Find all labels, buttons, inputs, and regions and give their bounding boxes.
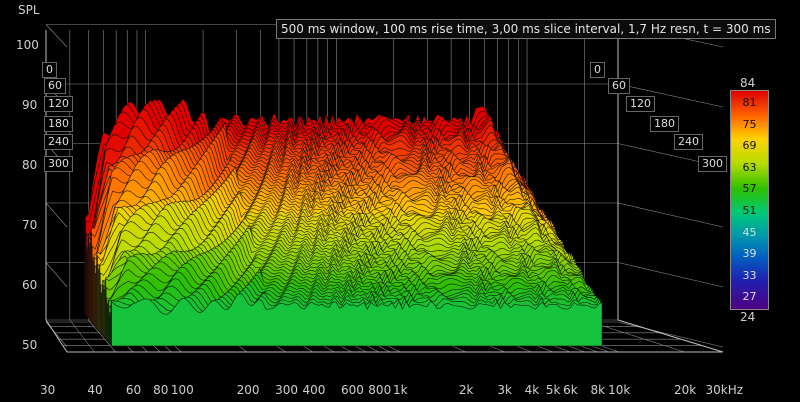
- colorbar-top-label: 84: [740, 76, 756, 90]
- x-tick-label: 60: [125, 383, 142, 397]
- y-tick-label: 50: [22, 338, 38, 352]
- time-tick-left: 300: [44, 156, 73, 172]
- time-tick-left: 0: [42, 62, 57, 78]
- freq-floor-line: [69, 319, 95, 353]
- spl-side-line: [617, 262, 724, 288]
- x-tick-label: 40: [87, 383, 103, 397]
- time-tick-left: 60: [44, 78, 66, 94]
- time-tick-left: 180: [44, 116, 73, 132]
- colorbar-tick-label: 27: [742, 290, 757, 304]
- spl-side-line: [45, 262, 68, 288]
- spl-side-line: [45, 202, 68, 228]
- spl-side-line: [617, 202, 724, 228]
- y-tick-label: 100: [16, 38, 39, 52]
- x-tick-label: 300: [275, 383, 299, 397]
- colorbar-tick-label: 63: [742, 160, 757, 174]
- x-tick-label: 30kHz: [705, 383, 744, 397]
- colorbar-tick-label: 81: [742, 96, 757, 109]
- time-tick-right: 0: [590, 62, 605, 78]
- settings-label: 500 ms window, 100 ms rise time, 3,00 ms…: [276, 19, 776, 39]
- y-axis-title: SPL: [18, 3, 40, 17]
- spl-side-line: [45, 321, 68, 348]
- x-tick-label: 600: [340, 383, 364, 397]
- x-tick-label: 800: [368, 383, 392, 397]
- colorbar-tick-label: 75: [742, 117, 757, 131]
- x-tick-label: 8k: [590, 383, 606, 397]
- spl-side-line: [617, 321, 724, 348]
- color-scale-bar: 81 75 69 63 57 51 45 39 33 27: [730, 90, 769, 310]
- x-tick-label: 400: [302, 383, 326, 397]
- time-tick-right: 180: [650, 116, 679, 132]
- x-tick-label: 100: [170, 383, 194, 397]
- time-tick-left: 240: [44, 134, 73, 150]
- x-tick-label: 80: [153, 383, 169, 397]
- waterfall-slice: [111, 293, 603, 347]
- spl-side-line: [617, 83, 724, 108]
- y-tick-label: 60: [22, 278, 38, 292]
- colorbar-tick-label: 51: [742, 204, 757, 217]
- spl-side-line: [45, 24, 68, 48]
- x-tick-label: 30: [40, 383, 56, 397]
- x-tick-label: 5k: [545, 383, 561, 397]
- time-tick-left: 120: [44, 96, 73, 112]
- colorbar-tick-label: 39: [742, 247, 757, 261]
- x-tick-label: 200: [236, 383, 260, 397]
- time-tick-right: 300: [698, 156, 727, 172]
- x-tick-label: 3k: [497, 383, 512, 397]
- time-tick-right: 240: [674, 134, 703, 150]
- time-tick-right: 120: [626, 96, 655, 112]
- right-axis-edge: [617, 30, 724, 353]
- colorbar-tick-label: 45: [742, 225, 757, 239]
- y-tick-label: 80: [22, 158, 38, 172]
- x-tick-label: 4k: [524, 383, 540, 397]
- colorbar-tick-label: 69: [742, 139, 757, 153]
- time-tick-right: 60: [608, 78, 630, 94]
- x-tick-label: 6k: [563, 383, 578, 397]
- waterfall-surface: [84, 98, 603, 347]
- freq-floor-line: [88, 319, 116, 353]
- y-tick-label: 70: [22, 218, 38, 232]
- colorbar-tick-label: 57: [742, 182, 757, 196]
- colorbar-bottom-label: 24: [740, 310, 756, 324]
- x-tick-label: 2k: [458, 383, 474, 397]
- x-tick-label: 10k: [608, 383, 631, 397]
- x-tick-label: 20k: [673, 383, 697, 397]
- y-tick-label: 90: [22, 98, 38, 112]
- x-tick-label: 1k: [393, 383, 408, 397]
- colorbar-tick-label: 33: [742, 268, 757, 282]
